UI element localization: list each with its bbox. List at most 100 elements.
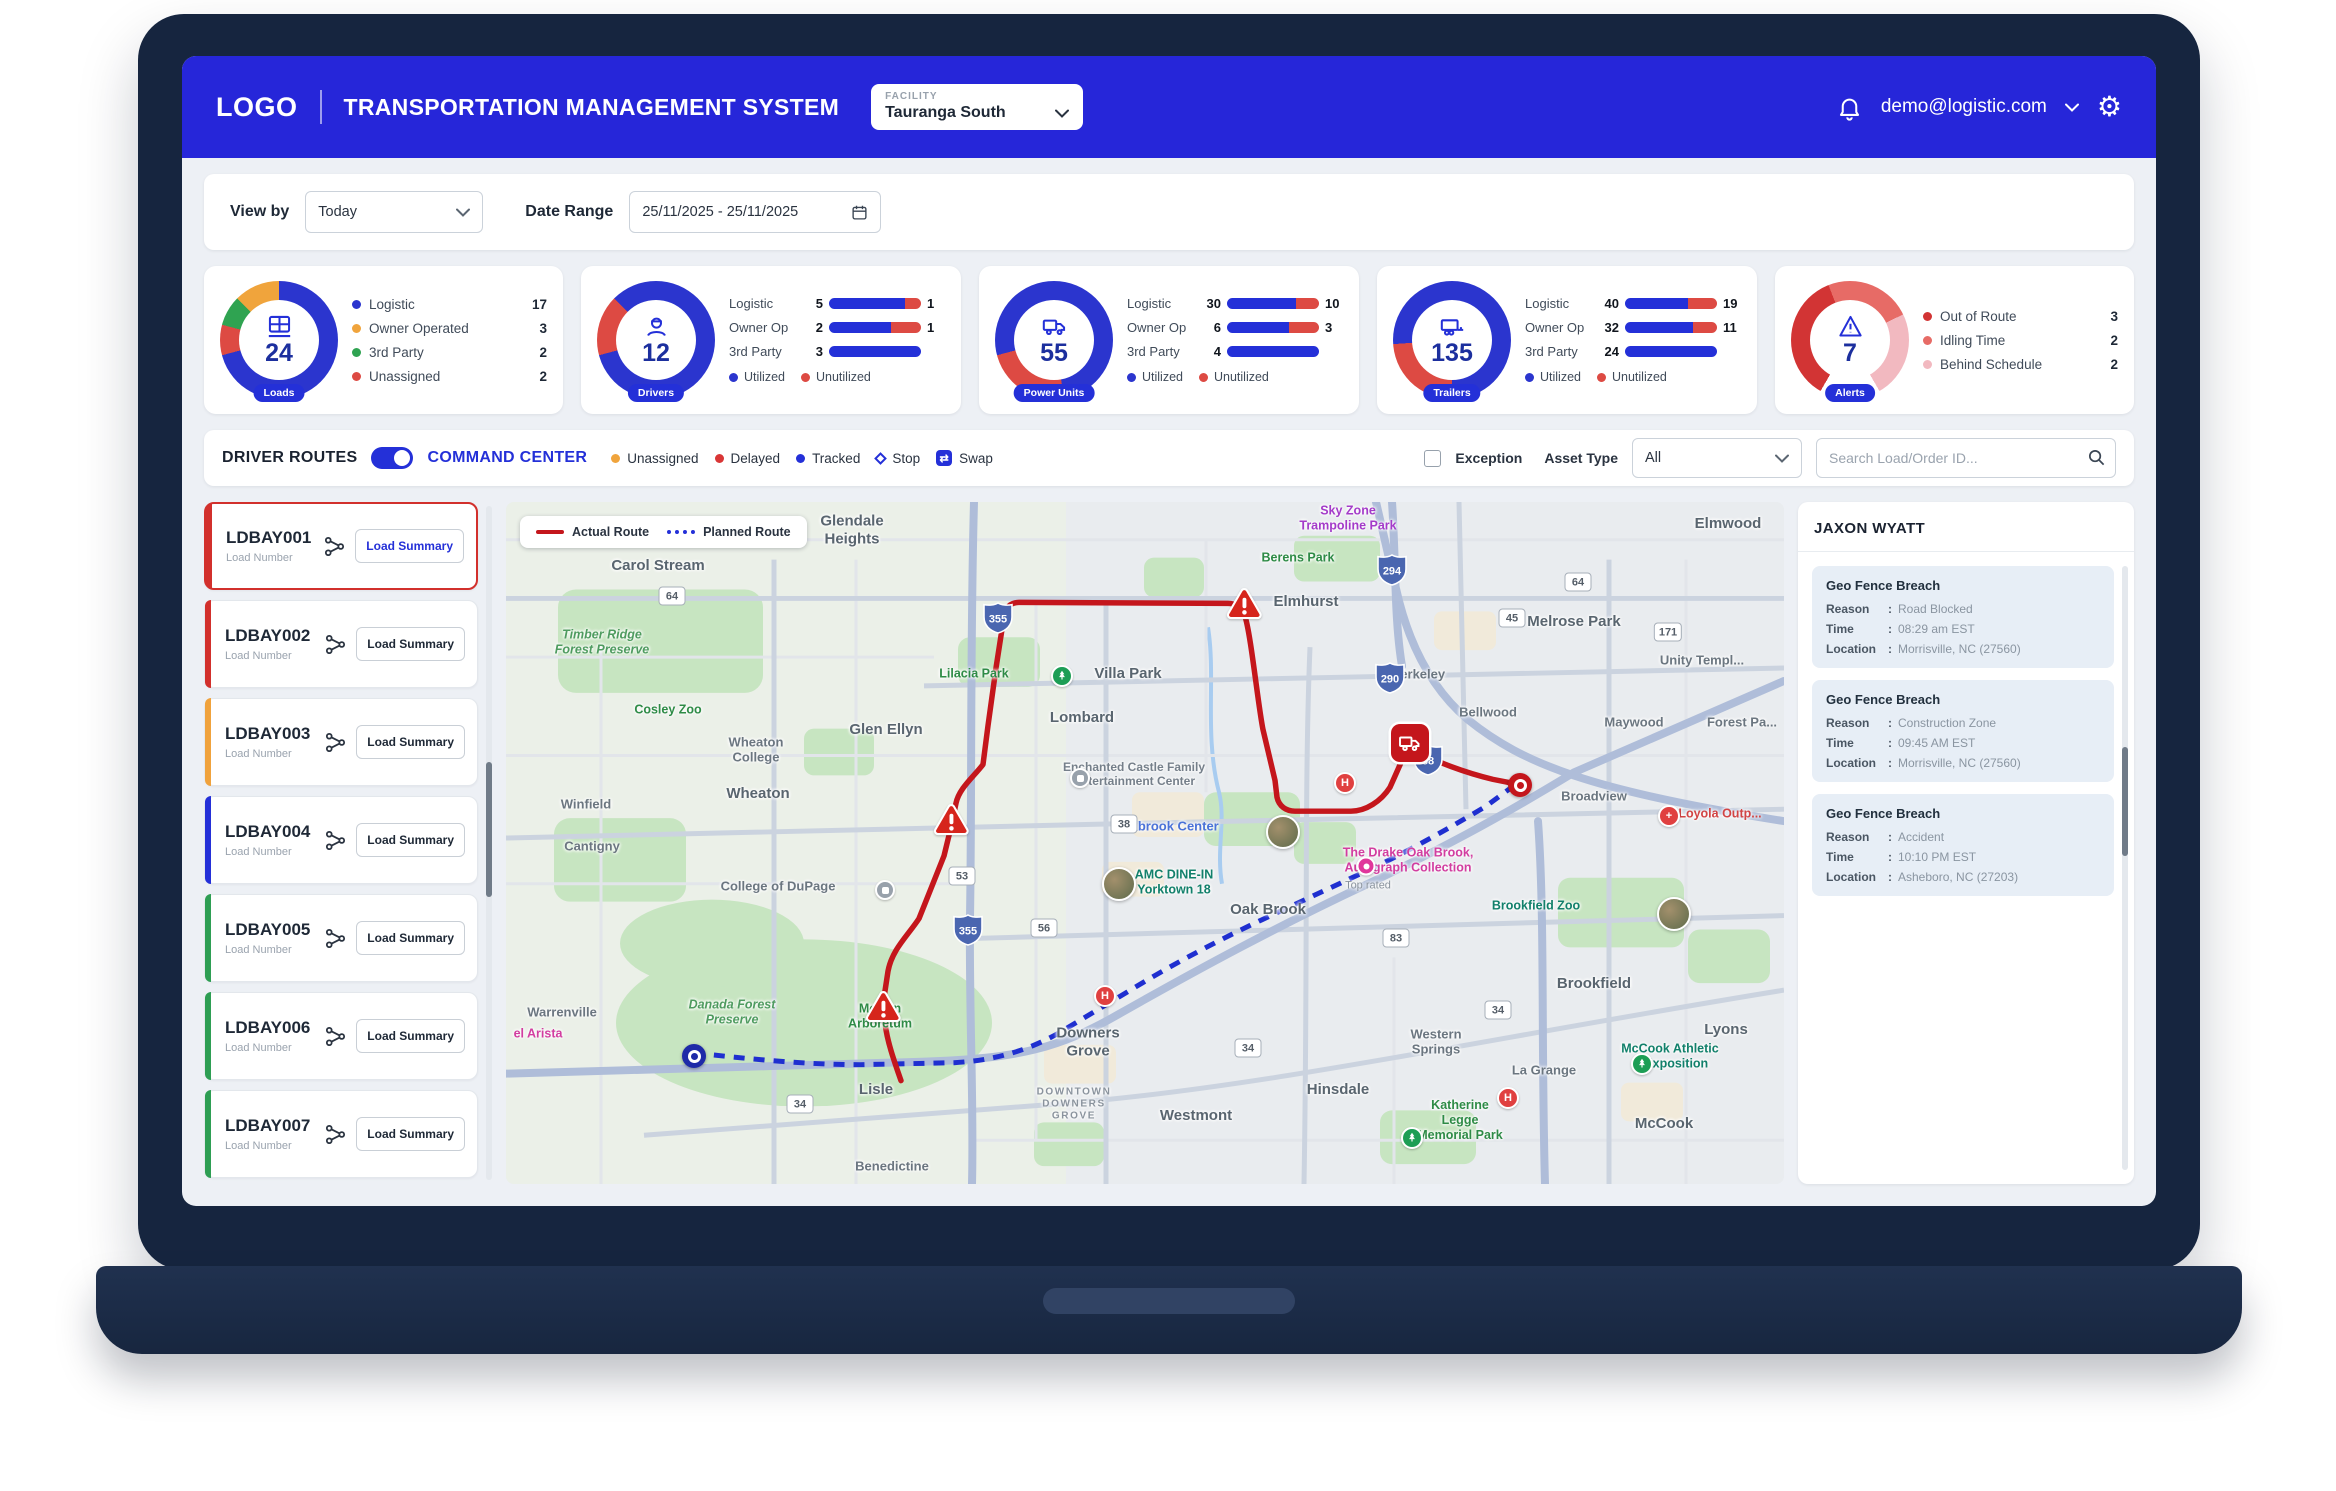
utilization-bar bbox=[829, 322, 921, 333]
load-id: LDBAY002 bbox=[225, 626, 315, 646]
breach-row: Reason:Road Blocked bbox=[1826, 602, 2100, 616]
laptop-screen: LOGO TRANSPORTATION MANAGEMENT SYSTEM FA… bbox=[138, 14, 2200, 1270]
kpi-legend-row: 3rd Party2 bbox=[352, 345, 547, 360]
load-summary-button[interactable]: Load Summary bbox=[356, 921, 465, 955]
geo-fence-breach-card[interactable]: Geo Fence BreachReason:Construction Zone… bbox=[1812, 680, 2114, 782]
load-summary-button[interactable]: Load Summary bbox=[356, 1117, 465, 1151]
route-share-icon[interactable] bbox=[323, 1122, 348, 1147]
poi-photo-marker[interactable] bbox=[1102, 867, 1136, 901]
dashboard-content: View by Today Date Range 25/11/2025 - 25… bbox=[182, 158, 2156, 1206]
load-summary-button[interactable]: Load Summary bbox=[356, 725, 465, 759]
geo-fence-breach-card[interactable]: Geo Fence BreachReason:Road BlockedTime:… bbox=[1812, 566, 2114, 668]
clinic-marker[interactable]: + bbox=[1658, 805, 1680, 827]
kpi-label: Drivers bbox=[628, 384, 684, 402]
facility-select[interactable]: FACILITY Tauranga South bbox=[871, 84, 1083, 130]
load-summary-button[interactable]: Load Summary bbox=[356, 627, 465, 661]
hospital-marker[interactable]: H bbox=[1094, 985, 1116, 1007]
map-label: Brookfield bbox=[1557, 975, 1631, 993]
poi-marker[interactable] bbox=[875, 880, 895, 900]
app-logo: LOGO bbox=[216, 92, 298, 123]
kpi-label: Loads bbox=[254, 384, 305, 402]
route-alert-marker[interactable] bbox=[933, 804, 969, 837]
calendar-icon bbox=[851, 204, 868, 221]
kpi-bar-row: Logistic51 bbox=[729, 296, 945, 311]
map-label: College of DuPage bbox=[721, 878, 836, 893]
route-share-icon[interactable] bbox=[323, 828, 348, 853]
map[interactable]: GlendaleHeightsCarol StreamElmhurstMelro… bbox=[506, 502, 1784, 1184]
asset-type-select[interactable]: All bbox=[1632, 438, 1802, 478]
load-id: LDBAY003 bbox=[225, 724, 315, 744]
park-marker[interactable] bbox=[1051, 665, 1073, 687]
park-marker[interactable] bbox=[1401, 1127, 1423, 1149]
app-window: LOGO TRANSPORTATION MANAGEMENT SYSTEM FA… bbox=[182, 56, 2156, 1206]
load-card-ldbay006[interactable]: LDBAY006Load NumberLoad Summary bbox=[204, 992, 478, 1080]
legend-planned-route: Planned Route bbox=[667, 525, 791, 539]
map-label: Lilacia Park bbox=[939, 667, 1009, 682]
poi-photo-marker[interactable] bbox=[1266, 815, 1300, 849]
load-card-ldbay002[interactable]: LDBAY002Load NumberLoad Summary bbox=[204, 600, 478, 688]
user-menu-chevron-icon[interactable] bbox=[2065, 103, 2079, 112]
route-alert-marker[interactable] bbox=[865, 991, 901, 1024]
origin-marker[interactable] bbox=[682, 1044, 706, 1068]
legend-tracked: Tracked bbox=[796, 451, 860, 466]
actual-route-swatch bbox=[536, 530, 564, 534]
geo-fence-breach-card[interactable]: Geo Fence BreachReason:AccidentTime:10:1… bbox=[1812, 794, 2114, 896]
kpi-footer: UtilizedUnutilized bbox=[729, 370, 945, 384]
load-card-ldbay004[interactable]: LDBAY004Load NumberLoad Summary bbox=[204, 796, 478, 884]
kpi-donut-alerts: 7Alerts bbox=[1791, 281, 1909, 399]
route-shield: 34 bbox=[1235, 1039, 1262, 1058]
load-summary-button[interactable]: Load Summary bbox=[356, 1019, 465, 1053]
breach-row: Location:Morrisville, NC (27560) bbox=[1826, 642, 2100, 656]
legend-dot bbox=[1923, 360, 1932, 369]
kpi-card-power-units: 55Power UnitsLogistic3010Owner Op633rd P… bbox=[979, 266, 1359, 414]
map-label: Maywood bbox=[1604, 714, 1663, 729]
route-share-icon[interactable] bbox=[323, 926, 348, 951]
kpi-legend-row: Logistic17 bbox=[352, 297, 547, 312]
hospital-marker[interactable]: H bbox=[1334, 772, 1356, 794]
map-layer: GlendaleHeightsCarol StreamElmhurstMelro… bbox=[506, 502, 1784, 1184]
map-label: Oak Brook bbox=[1230, 901, 1306, 919]
park-marker[interactable] bbox=[1631, 1053, 1653, 1075]
command-center-toggle[interactable] bbox=[371, 447, 413, 469]
load-sub-label: Load Number bbox=[225, 944, 315, 956]
truck-marker[interactable] bbox=[1391, 724, 1429, 762]
route-share-icon[interactable] bbox=[323, 1024, 348, 1049]
exception-checkbox[interactable] bbox=[1424, 450, 1441, 467]
route-alert-marker[interactable] bbox=[1226, 588, 1262, 621]
kpi-legend-row: Behind Schedule2 bbox=[1923, 357, 2118, 372]
poi-marker[interactable] bbox=[1070, 768, 1090, 788]
kpi-bar-row: Logistic3010 bbox=[1127, 296, 1343, 311]
date-range-input[interactable]: 25/11/2025 - 25/11/2025 bbox=[629, 191, 881, 233]
scrollbar-thumb[interactable] bbox=[486, 762, 492, 897]
route-share-icon[interactable] bbox=[323, 730, 348, 755]
scrollbar-thumb[interactable] bbox=[2122, 747, 2128, 856]
poi-photo-marker[interactable] bbox=[1657, 897, 1691, 931]
route-share-icon[interactable] bbox=[322, 534, 347, 559]
logo-divider bbox=[320, 90, 322, 124]
load-id: LDBAY005 bbox=[225, 920, 315, 940]
search-box[interactable] bbox=[1816, 438, 2116, 478]
load-card-ldbay003[interactable]: LDBAY003Load NumberLoad Summary bbox=[204, 698, 478, 786]
route-shield: 83 bbox=[1383, 929, 1410, 948]
driver-panel-scrollbar[interactable] bbox=[2122, 566, 2128, 1170]
destination-marker[interactable] bbox=[1508, 773, 1532, 797]
loads-scrollbar[interactable] bbox=[486, 506, 492, 1180]
hospital-marker[interactable]: H bbox=[1497, 1087, 1519, 1109]
breach-list: Geo Fence BreachReason:Road BlockedTime:… bbox=[1798, 552, 2134, 1184]
user-email[interactable]: demo@logistic.com bbox=[1881, 96, 2047, 118]
settings-gear-icon[interactable]: ⚙ bbox=[2097, 93, 2122, 121]
load-card-ldbay001[interactable]: LDBAY001Load NumberLoad Summary bbox=[204, 502, 478, 590]
load-card-ldbay007[interactable]: LDBAY007Load NumberLoad Summary bbox=[204, 1090, 478, 1178]
breach-row: Location:Morrisville, NC (27560) bbox=[1826, 756, 2100, 770]
search-icon[interactable] bbox=[2087, 448, 2106, 467]
notifications-bell-icon[interactable] bbox=[1836, 94, 1863, 121]
shopping-marker[interactable] bbox=[1357, 857, 1376, 876]
load-summary-button[interactable]: Load Summary bbox=[356, 823, 465, 857]
load-card-ldbay005[interactable]: LDBAY005 Load Number Load Summary bbox=[204, 894, 478, 982]
route-shield: 34 bbox=[787, 1095, 814, 1114]
load-summary-button[interactable]: Load Summary bbox=[355, 529, 464, 563]
route-share-icon[interactable] bbox=[323, 632, 348, 657]
search-input[interactable] bbox=[1816, 438, 2116, 478]
map-label: Danada ForestPreserve bbox=[689, 997, 776, 1027]
view-by-select[interactable]: Today bbox=[305, 191, 483, 233]
